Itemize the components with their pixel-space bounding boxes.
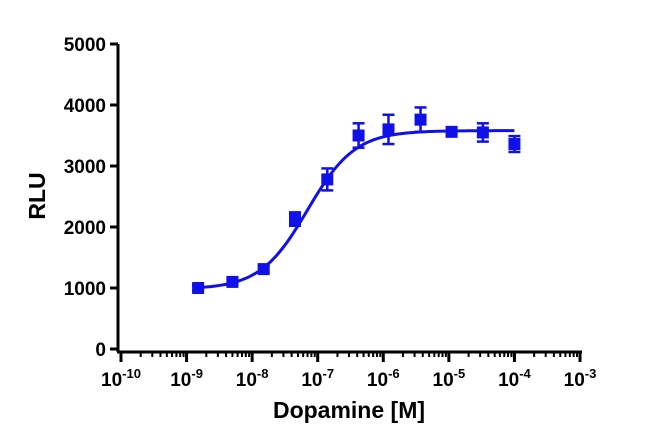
data-point: [382, 113, 395, 146]
data-point: [414, 106, 427, 134]
y-tick-label: 0: [95, 340, 106, 361]
data-point: [321, 167, 334, 192]
data-marker: [382, 123, 395, 136]
fit-curve-layer: [198, 129, 515, 290]
data-point: [257, 263, 270, 276]
data-point: [508, 134, 521, 154]
y-axis-title: RLU: [24, 172, 50, 219]
y-axis: 0 1000 2000 3000 4000 5000: [64, 35, 120, 361]
x-tick-label: 10-8: [236, 366, 269, 391]
x-tick-label: 10-4: [498, 366, 531, 391]
x-tick-label: 10-7: [301, 366, 334, 391]
y-tick-label: 4000: [64, 96, 106, 117]
x-tick-label: 10-10: [101, 366, 141, 391]
data-marker: [321, 173, 334, 186]
data-point: [192, 282, 205, 294]
x-tick-label: 10-5: [433, 366, 466, 391]
fit-curve: [198, 129, 515, 290]
data-marker: [257, 263, 270, 276]
data-marker: [476, 126, 489, 139]
x-tick-label: 10-6: [367, 366, 400, 391]
y-tick-label: 3000: [64, 157, 106, 178]
y-tick-label: 5000: [64, 35, 106, 56]
data-point: [476, 122, 489, 143]
data-marker: [445, 125, 458, 138]
x-tick-label: 10-3: [564, 366, 597, 391]
data-point: [352, 122, 365, 149]
data-points-layer: [192, 106, 521, 294]
x-tick-label: 10-9: [170, 366, 203, 391]
y-tick-label: 1000: [64, 279, 106, 300]
data-point: [288, 211, 301, 228]
data-marker: [288, 213, 301, 226]
data-marker: [226, 275, 239, 288]
data-point: [226, 275, 239, 288]
data-marker: [414, 113, 427, 126]
x-axis: 10-10 10-9 10-8 10-7 10-6 10-5 10-4 10-3: [101, 350, 597, 391]
data-marker: [352, 129, 365, 142]
y-tick-label: 2000: [64, 218, 106, 239]
data-marker: [508, 138, 521, 151]
data-marker: [192, 282, 205, 294]
x-axis-title: Dopamine [M]: [273, 397, 425, 423]
data-point: [445, 125, 458, 138]
